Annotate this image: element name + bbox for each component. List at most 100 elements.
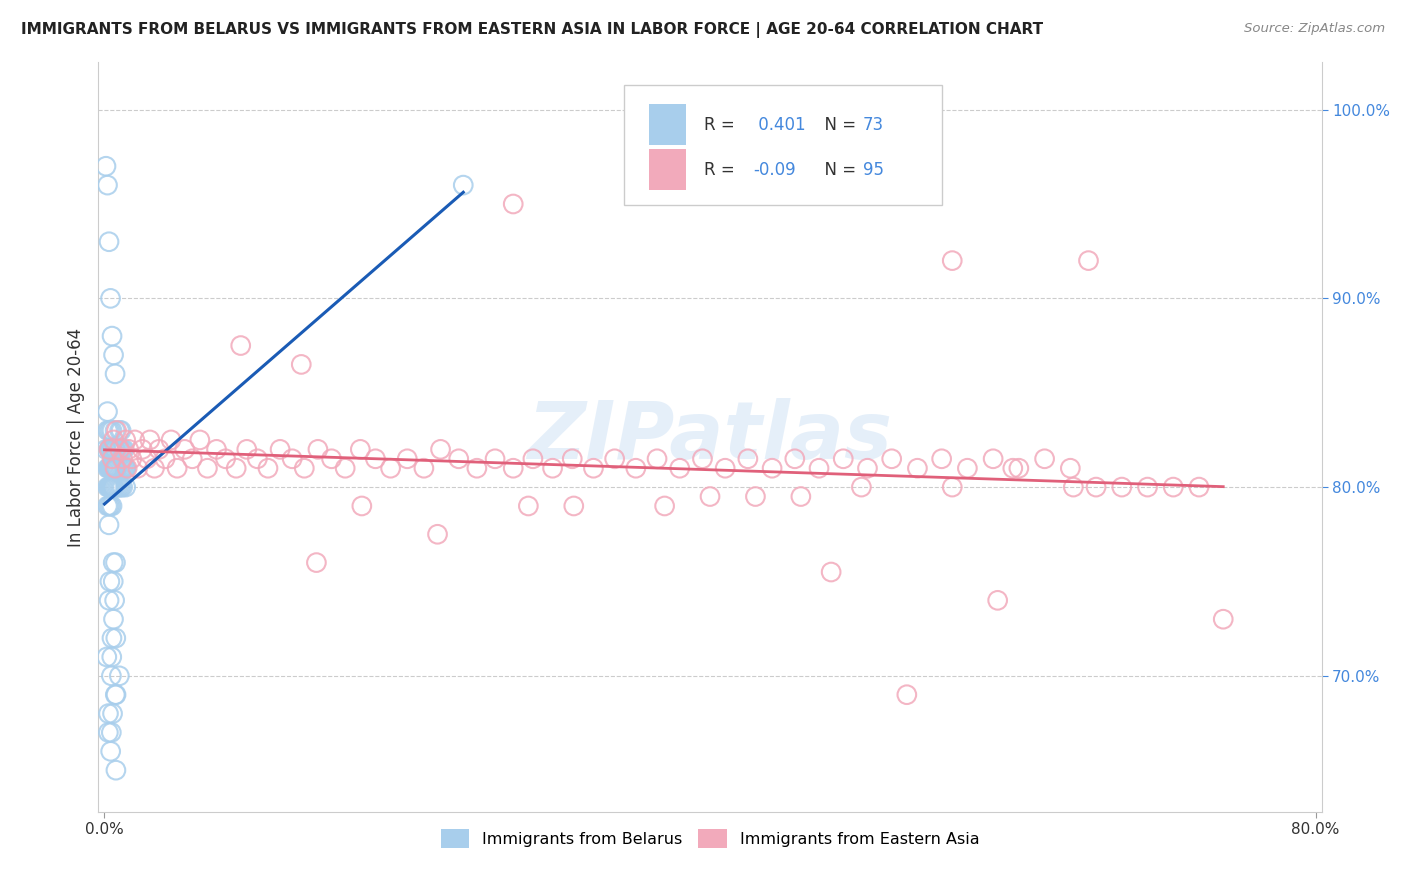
Point (832, 451, 855, 466)
Point (100, 461, 122, 475)
Point (104, 593, 127, 607)
Point (104, 631, 127, 645)
Point (447, 451, 470, 466)
Point (166, 461, 188, 475)
Text: IMMIGRANTS FROM BELARUS VS IMMIGRANTS FROM EASTERN ASIA IN LABOR FORCE | AGE 20-: IMMIGRANTS FROM BELARUS VS IMMIGRANTS FR… (21, 22, 1043, 38)
Point (96, 461, 118, 475)
Point (104, 461, 127, 475)
Point (98, 442, 121, 457)
Point (188, 433, 211, 447)
Point (112, 442, 135, 457)
Point (281, 451, 304, 466)
Point (104, 367, 127, 381)
Point (114, 461, 136, 475)
Point (98, 480, 121, 494)
Point (941, 480, 963, 494)
Point (98, 235, 121, 249)
Point (931, 451, 953, 466)
Point (115, 461, 138, 475)
Point (96, 499, 118, 513)
Point (139, 433, 162, 447)
Point (699, 490, 721, 504)
Point (783, 451, 806, 466)
Point (96, 424, 118, 438)
Point (104, 480, 127, 494)
Point (94, 442, 117, 457)
Point (103, 348, 125, 362)
Point (290, 358, 312, 372)
Text: N =: N = (814, 116, 862, 134)
Point (114, 433, 136, 447)
Point (1212, 612, 1234, 626)
FancyBboxPatch shape (624, 85, 942, 205)
Point (465, 461, 488, 475)
Point (1033, 451, 1056, 466)
Point (100, 669, 122, 683)
Point (107, 442, 129, 457)
Point (907, 461, 929, 475)
Point (103, 442, 125, 457)
Point (98, 442, 121, 457)
Point (131, 442, 153, 457)
Point (135, 451, 157, 466)
Point (645, 451, 668, 466)
Point (100, 291, 122, 305)
Point (426, 527, 449, 541)
Point (502, 197, 524, 211)
Point (124, 433, 146, 447)
Point (103, 480, 125, 494)
Point (1001, 461, 1024, 475)
Point (692, 451, 714, 466)
Point (880, 451, 903, 466)
Point (307, 442, 329, 457)
Text: 73: 73 (863, 116, 884, 134)
Point (105, 461, 128, 475)
Point (896, 688, 918, 702)
Point (624, 461, 647, 475)
Point (104, 763, 127, 777)
Point (98, 480, 121, 494)
Point (101, 631, 124, 645)
Point (335, 461, 357, 475)
Point (110, 480, 132, 494)
Point (104, 556, 127, 570)
Point (101, 424, 124, 438)
Point (108, 442, 131, 457)
Point (714, 461, 737, 475)
Point (110, 461, 132, 475)
Point (111, 480, 134, 494)
Point (112, 461, 135, 475)
Point (103, 556, 125, 570)
Point (100, 725, 122, 739)
Point (101, 442, 124, 457)
Point (668, 461, 690, 475)
Point (941, 253, 963, 268)
Point (121, 451, 143, 466)
Point (111, 442, 134, 457)
Point (451, 178, 474, 193)
Point (517, 499, 540, 513)
Point (1077, 253, 1099, 268)
Point (101, 451, 124, 466)
Point (160, 433, 183, 447)
Point (96, 404, 118, 418)
Point (107, 480, 129, 494)
Point (103, 461, 125, 475)
Point (225, 461, 247, 475)
Point (654, 499, 676, 513)
Point (98, 442, 121, 457)
Text: Source: ZipAtlas.com: Source: ZipAtlas.com (1244, 22, 1385, 36)
Point (97, 725, 120, 739)
Point (541, 461, 564, 475)
Point (114, 480, 136, 494)
Point (562, 499, 585, 513)
Point (105, 688, 128, 702)
Point (96, 178, 118, 193)
Point (987, 593, 1010, 607)
Point (429, 442, 451, 457)
Point (108, 480, 131, 494)
Text: ZIPatlas: ZIPatlas (527, 398, 893, 476)
Point (104, 424, 127, 438)
Point (104, 442, 127, 457)
Point (96, 480, 118, 494)
